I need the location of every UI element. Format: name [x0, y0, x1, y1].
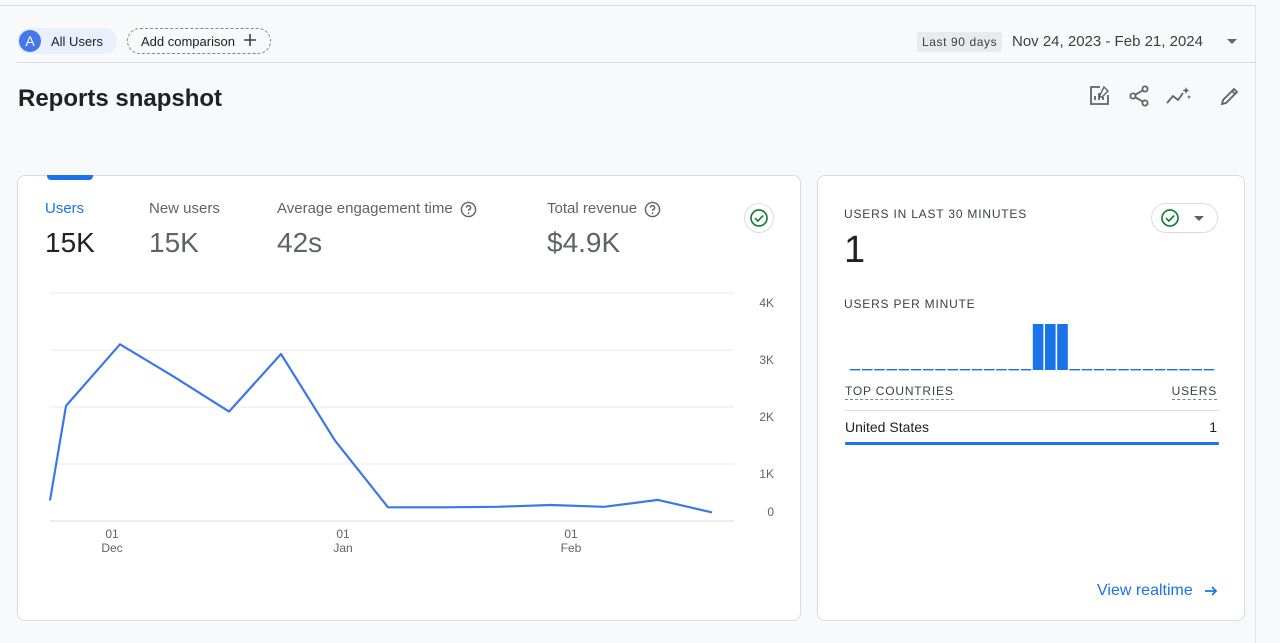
per-minute-bar	[1045, 324, 1056, 370]
realtime-users-count: 1	[844, 229, 866, 271]
per-minute-bar	[1118, 369, 1129, 371]
segment-avatar: A	[19, 30, 41, 52]
users-per-minute-label: USERS PER MINUTE	[844, 297, 976, 311]
metric-label: Users	[45, 200, 85, 217]
realtime-users-label: USERS IN LAST 30 MINUTES	[844, 207, 1028, 221]
users-per-minute-bar-chart	[849, 324, 1215, 371]
per-minute-bar	[1142, 369, 1154, 371]
x-tick-day: 01	[336, 527, 350, 541]
per-minute-bar	[1008, 369, 1019, 371]
country-share-bar	[845, 442, 1219, 445]
insights-icon[interactable]	[1165, 82, 1193, 110]
per-minute-bar	[1106, 369, 1117, 371]
header-divider	[17, 62, 1256, 63]
per-minute-bar	[1032, 324, 1044, 370]
metric-value: 15K	[45, 227, 95, 258]
per-minute-bar	[1081, 369, 1093, 371]
per-minute-bar	[898, 369, 910, 371]
per-minute-bar	[862, 369, 873, 371]
users-series-line	[48, 343, 713, 514]
per-minute-bar	[1179, 369, 1190, 371]
metric-value: 15K	[149, 227, 199, 258]
per-minute-bar	[984, 369, 995, 371]
per-minute-bar	[886, 369, 897, 371]
metric-label: New users	[149, 200, 220, 217]
metric-value: $4.9K	[547, 227, 621, 258]
y-tick-label: 0	[767, 505, 774, 519]
check-circle-icon	[1161, 209, 1179, 227]
x-tick-month: Dec	[101, 541, 122, 555]
x-tick-month: Feb	[561, 541, 582, 555]
per-minute-bar	[923, 369, 934, 371]
help-icon[interactable]	[460, 201, 477, 218]
col-header-users[interactable]: USERS	[1171, 384, 1217, 400]
view-realtime-link[interactable]: View realtime	[1097, 582, 1219, 600]
per-minute-bar	[1093, 369, 1105, 371]
segment-chip-all-users[interactable]: A All Users	[17, 28, 117, 54]
caret-down-icon	[1194, 215, 1204, 221]
caret-down-icon[interactable]	[1227, 39, 1237, 44]
view-realtime-label: View realtime	[1097, 582, 1193, 599]
top-border	[0, 5, 1256, 6]
edit-icon[interactable]	[1216, 82, 1244, 110]
per-minute-bar	[1069, 369, 1080, 371]
metric-tab-new-users[interactable]: New users 15K	[149, 200, 220, 260]
add-comparison-label: Add comparison	[141, 33, 235, 49]
country-users: 1	[1209, 419, 1217, 435]
segment-label: All Users	[51, 33, 104, 49]
share-icon[interactable]	[1125, 82, 1153, 110]
y-tick-label: 3K	[759, 353, 774, 367]
per-minute-bar	[849, 369, 861, 371]
per-minute-bar	[1130, 369, 1141, 371]
col-header-top-countries[interactable]: TOP COUNTRIES	[845, 384, 954, 400]
per-minute-bar	[1020, 369, 1032, 371]
x-tick-month: Jan	[333, 541, 352, 555]
per-minute-bar	[996, 369, 1007, 371]
right-border	[1255, 5, 1256, 643]
customize-report-icon[interactable]	[1085, 82, 1113, 110]
per-minute-bar	[1154, 369, 1166, 371]
country-name: United States	[845, 419, 930, 435]
metric-value: 42s	[277, 227, 323, 258]
per-minute-bar	[1191, 369, 1202, 371]
per-minute-bar	[959, 369, 971, 371]
per-minute-bar	[910, 369, 922, 371]
per-minute-bar	[874, 369, 885, 371]
add-comparison-button[interactable]: Add comparison	[127, 28, 271, 54]
date-range-selector[interactable]: Nov 24, 2023 - Feb 21, 2024	[1012, 33, 1203, 50]
active-tab-indicator	[47, 175, 93, 180]
per-minute-bar	[947, 369, 958, 371]
table-divider	[845, 410, 1219, 411]
y-tick-label: 2K	[759, 410, 774, 424]
y-tick-label: 4K	[759, 296, 774, 310]
metric-label: Total revenue	[547, 200, 638, 217]
per-minute-bar	[971, 369, 983, 371]
realtime-card: USERS IN LAST 30 MINUTES 1 USERS PER MIN…	[817, 175, 1245, 621]
x-tick-day: 01	[564, 527, 578, 541]
page-title: Reports snapshot	[18, 85, 223, 112]
arrow-right-icon	[1204, 586, 1217, 596]
per-minute-bar	[1203, 369, 1215, 371]
per-minute-bar	[1167, 369, 1178, 371]
metric-label: Average engagement time	[277, 200, 453, 217]
realtime-data-quality-dropdown[interactable]	[1151, 203, 1218, 233]
help-icon[interactable]	[644, 201, 661, 218]
date-preset-badge: Last 90 days	[917, 32, 1003, 52]
metric-tab-total-revenue[interactable]: Total revenue $4.9K	[547, 200, 661, 260]
metric-tab-avg-engagement[interactable]: Average engagement time 42s	[277, 200, 477, 260]
data-quality-button[interactable]	[744, 203, 774, 233]
per-minute-bar	[1057, 324, 1068, 370]
per-minute-bar	[935, 369, 946, 371]
metric-tab-users[interactable]: Users 15K	[45, 200, 95, 260]
plus-icon	[243, 31, 257, 51]
metrics-card: Users 15K New users 15K Average engageme…	[17, 175, 801, 621]
check-circle-icon	[750, 209, 768, 227]
x-tick-day: 01	[105, 527, 119, 541]
y-tick-label: 1K	[759, 467, 774, 481]
